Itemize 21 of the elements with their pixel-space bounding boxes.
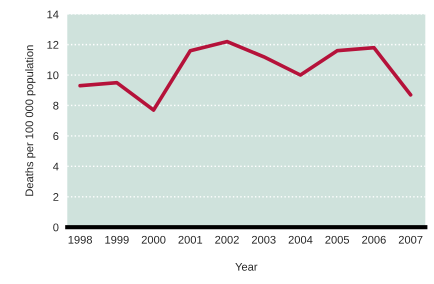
x-tick-label: 2004	[288, 236, 312, 244]
x-axis-title: Year	[235, 262, 258, 271]
x-tick-label: 1998	[68, 236, 92, 244]
x-tick-label: 2001	[178, 236, 202, 244]
x-tick-label: 2003	[252, 236, 276, 244]
x-tick-label: 2007	[398, 236, 422, 244]
y-tick-label: 12	[47, 40, 58, 49]
x-tick-label: 2000	[142, 236, 166, 244]
x-tick-label: 2002	[215, 236, 239, 244]
y-tick-label: 10	[47, 71, 59, 80]
x-tick-label: 2005	[325, 236, 350, 244]
y-tick-label: 14	[47, 10, 59, 18]
y-tick-label: 2	[53, 193, 58, 201]
y-tick-label: 8	[53, 102, 58, 110]
y-axis-title: Deaths per 100 000 population	[25, 45, 36, 196]
y-tick-label: 6	[53, 132, 58, 140]
x-tick-label: 2006	[362, 236, 386, 244]
y-tick-label: 0	[53, 223, 59, 232]
y-tick-label: 4	[53, 162, 59, 170]
line-series	[78, 40, 412, 112]
x-tick-label: 1999	[105, 236, 129, 244]
